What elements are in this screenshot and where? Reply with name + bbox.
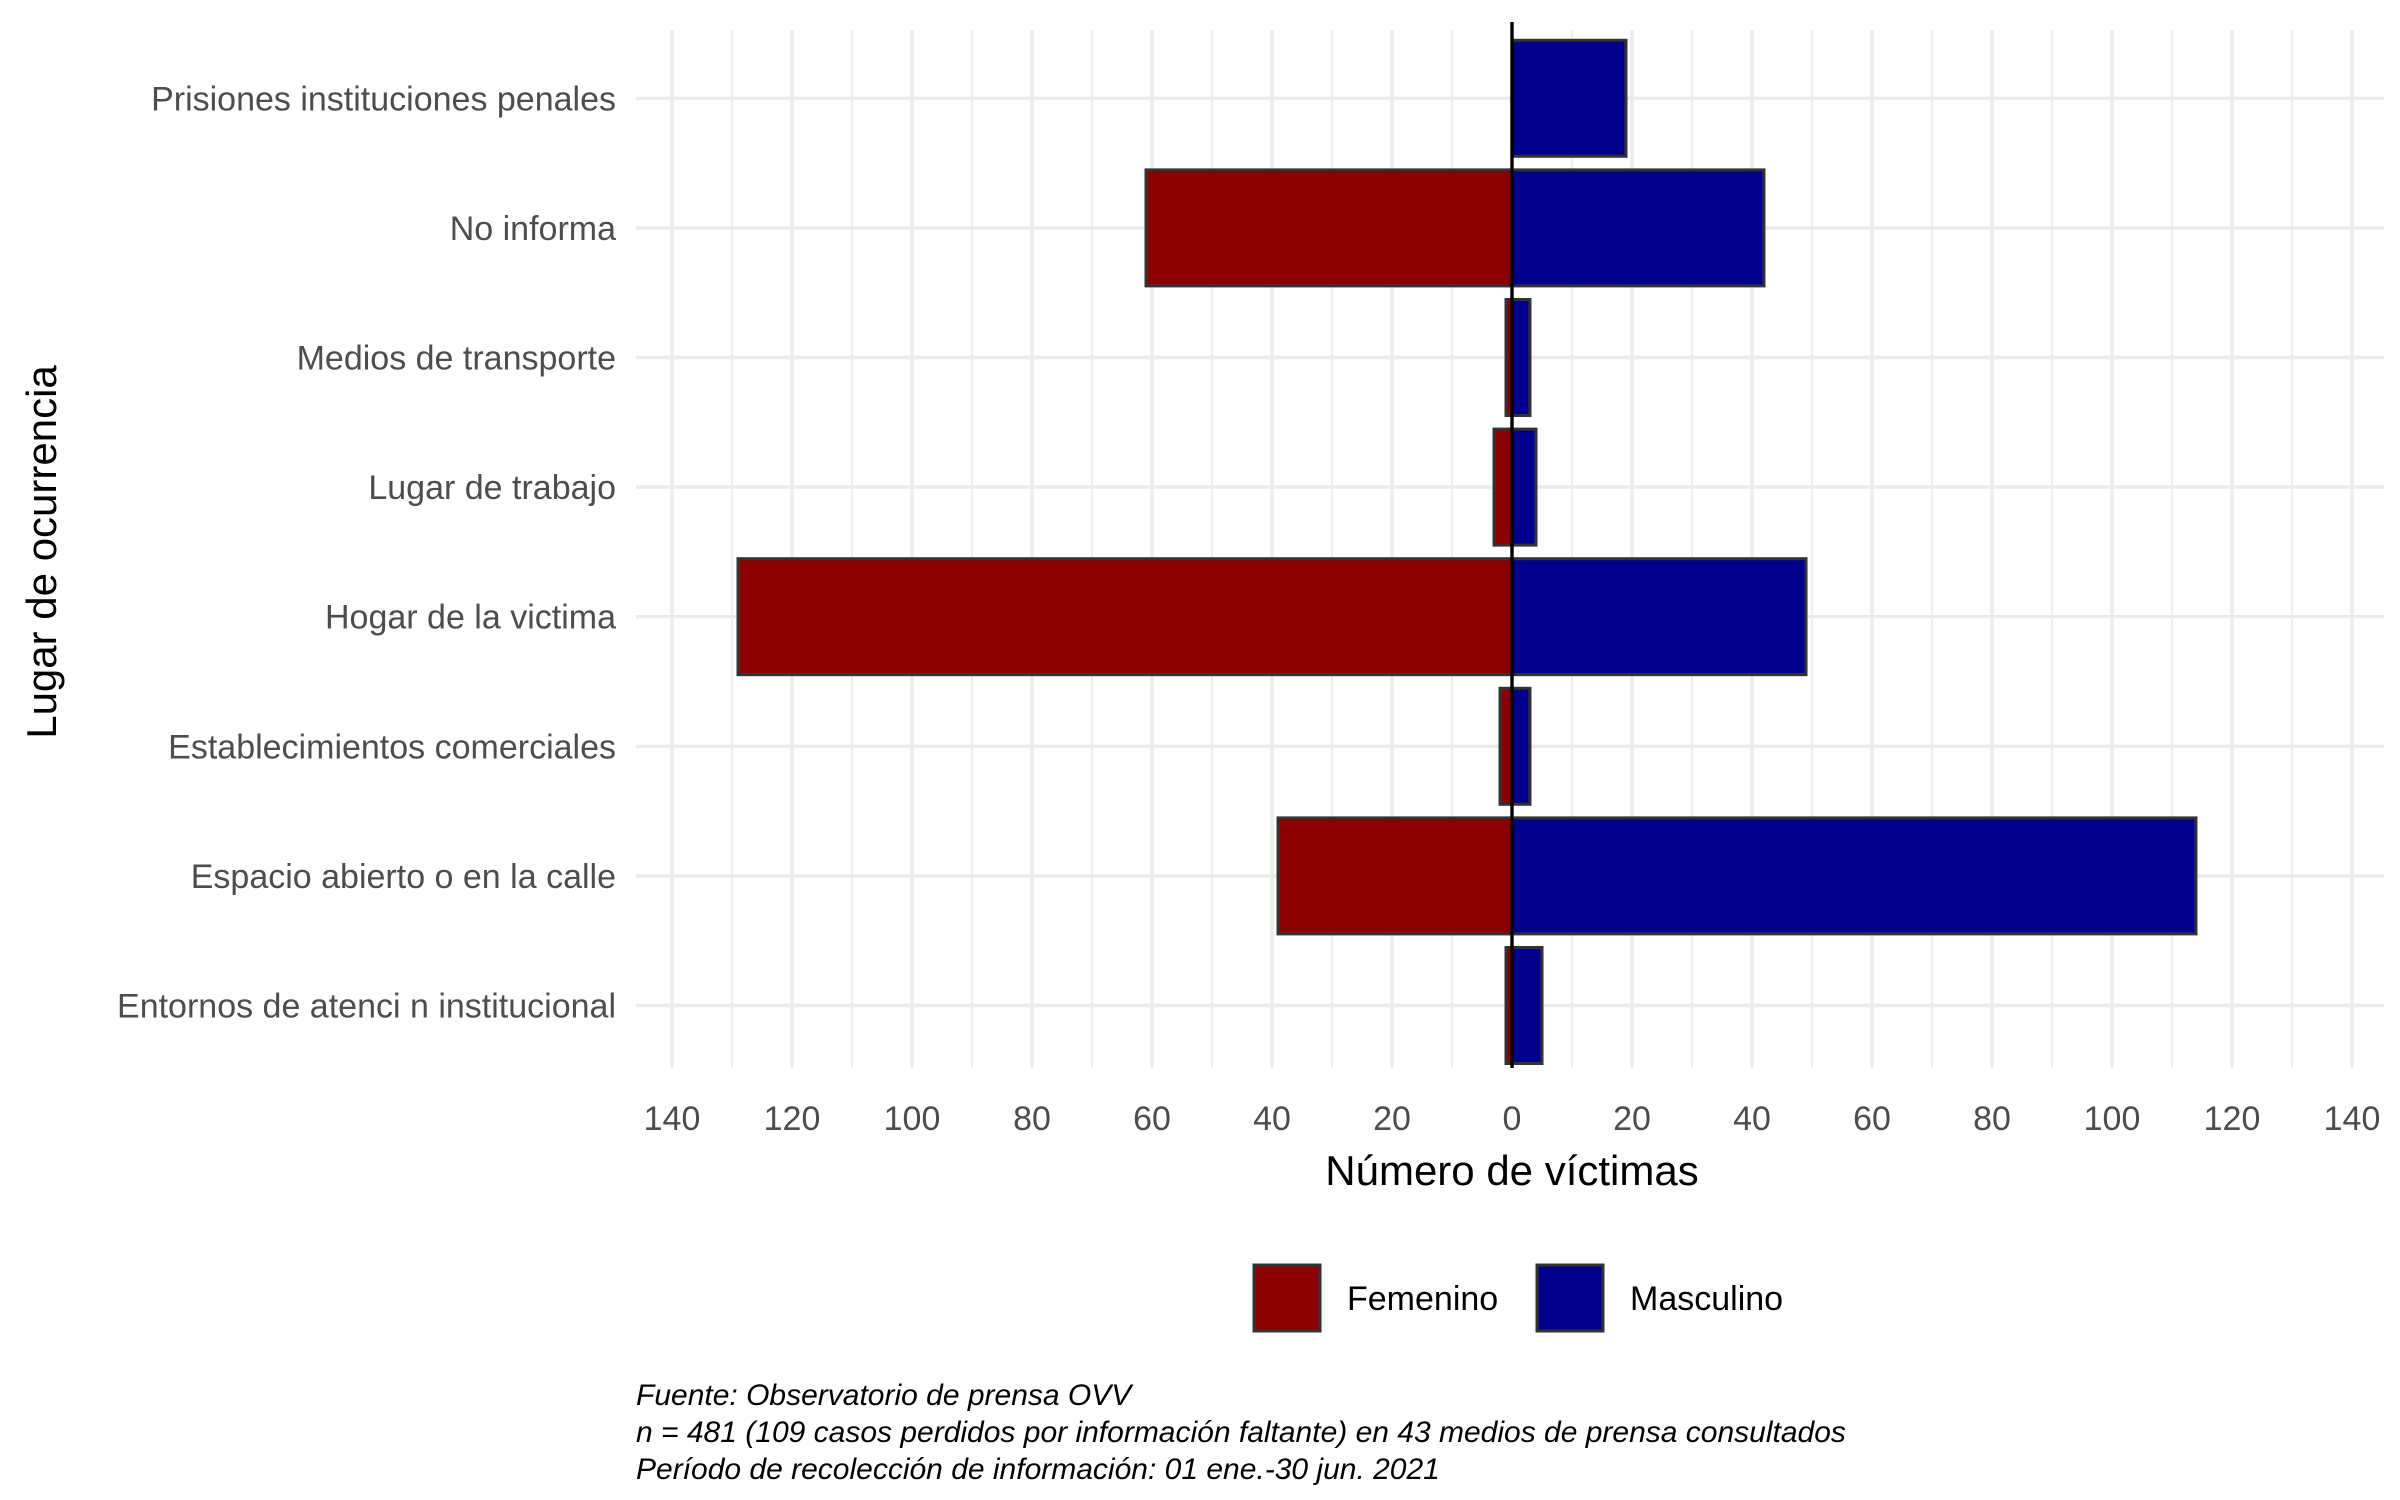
x-tick-label: 20: [1613, 1100, 1651, 1138]
y-tick-labels: Entornos de atenci n institucional Espaci…: [117, 80, 616, 1025]
y-tick-label: No informa: [450, 210, 616, 248]
bar-femenino: [1276, 816, 1514, 936]
caption: Fuente: Observatorio de prensa OVV n = 4…: [636, 1379, 1846, 1486]
x-tick-label: 0: [1503, 1100, 1522, 1138]
legend-label-masculino: Masculino: [1630, 1280, 1783, 1318]
x-tick-labels: 140 120 100 80 60 40 20 0 20 40 60 80 100 120 140: [644, 1100, 2381, 1138]
x-tick-label: 140: [2324, 1100, 2381, 1138]
x-tick-label: 100: [884, 1100, 941, 1138]
bars: [736, 38, 2198, 1065]
y-tick-label: Prisiones instituciones penales: [151, 80, 616, 118]
bar-masculino: [1510, 298, 1532, 417]
bar-femenino: [736, 557, 1514, 677]
y-tick-label: Entornos de atenci n institucional: [117, 988, 616, 1026]
bar-masculino: [1510, 168, 1766, 288]
bar-masculino: [1510, 557, 1808, 677]
bar-femenino: [1492, 427, 1514, 547]
x-tick-label: 60: [1133, 1100, 1171, 1138]
caption-line-1: Fuente: Observatorio de prensa OVV: [636, 1379, 1134, 1412]
x-axis-title: Número de víctimas: [1325, 1147, 1698, 1194]
x-tick-label: 80: [1013, 1100, 1051, 1138]
x-tick-label: 40: [1733, 1100, 1771, 1138]
x-tick-label: 80: [1973, 1100, 2011, 1138]
legend-label-femenino: Femenino: [1347, 1280, 1498, 1318]
bar-masculino: [1510, 946, 1544, 1065]
x-tick-label: 120: [2204, 1100, 2261, 1138]
caption-line-3: Período de recolección de información: 0…: [636, 1453, 1440, 1486]
bar-masculino: [1510, 686, 1532, 806]
y-tick-label: Medios de transporte: [297, 340, 616, 378]
x-tick-label: 140: [644, 1100, 701, 1138]
legend-key-masculino: [1535, 1263, 1605, 1333]
legend: Femenino Masculino: [1252, 1263, 1783, 1333]
bar-masculino: [1510, 38, 1628, 158]
legend-key-femenino: [1252, 1263, 1322, 1333]
bar-femenino: [1144, 168, 1514, 288]
x-tick-label: 100: [2084, 1100, 2141, 1138]
bar-masculino: [1510, 816, 2198, 936]
x-tick-label: 20: [1373, 1100, 1411, 1138]
x-tick-label: 120: [764, 1100, 821, 1138]
y-tick-label: Espacio abierto o en la calle: [191, 858, 616, 896]
y-axis-title: Lugar de ocurrencia: [18, 365, 65, 739]
caption-line-2: n = 481 (109 casos perdidos por informac…: [636, 1416, 1846, 1449]
x-tick-label: 40: [1253, 1100, 1291, 1138]
bar-femenino: [1498, 686, 1514, 806]
bar-masculino: [1510, 427, 1538, 547]
x-tick-label: 60: [1853, 1100, 1891, 1138]
y-tick-label: Hogar de la victima: [325, 599, 616, 637]
y-tick-label: Establecimientos comerciales: [168, 728, 616, 766]
y-tick-label: Lugar de trabajo: [368, 469, 616, 507]
